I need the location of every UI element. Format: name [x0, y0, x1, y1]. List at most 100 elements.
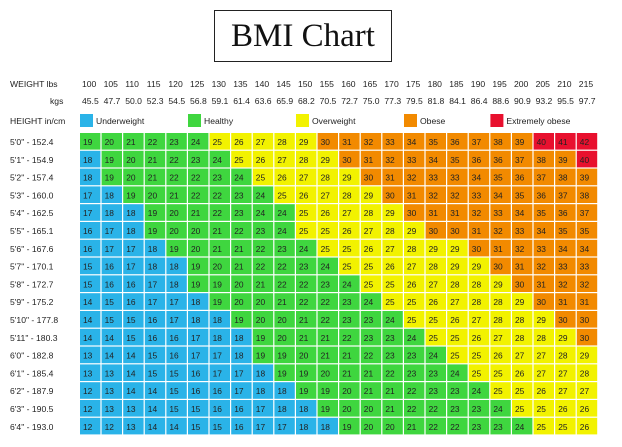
bmi-cell-value: 21	[342, 368, 352, 378]
bmi-cell-value: 21	[148, 155, 158, 165]
bmi-cell	[144, 168, 166, 186]
bmi-cell	[231, 150, 252, 168]
bmi-cell-value: 17	[105, 244, 115, 254]
bmi-cell	[274, 150, 295, 168]
weight-kgs-tick: 54.5	[168, 96, 185, 106]
bmi-cell-value: 21	[234, 244, 244, 254]
bmi-cell-value: 24	[277, 226, 287, 236]
bmi-cell	[339, 150, 360, 168]
bmi-cell-value: 26	[364, 244, 374, 254]
bmi-cell	[274, 293, 295, 310]
bmi-cell	[123, 257, 144, 275]
bmi-cell	[80, 364, 101, 381]
bmi-cell-value: 23	[407, 351, 417, 361]
bmi-cell	[188, 275, 209, 292]
bmi-cell	[404, 168, 425, 186]
bmi-cell-value: 14	[105, 351, 115, 361]
bmi-cell	[80, 382, 101, 399]
bmi-cell	[425, 328, 446, 346]
bmi-cell-value: 23	[277, 244, 287, 254]
bmi-cell-value: 34	[537, 226, 547, 236]
bmi-cell-value: 20	[191, 226, 201, 236]
bmi-cell	[404, 186, 425, 203]
bmi-cell-value: 24	[256, 208, 266, 218]
bmi-cell	[339, 186, 360, 203]
bmi-cell-value: 22	[191, 173, 201, 183]
bmi-cell-value: 18	[234, 351, 244, 361]
weight-lbs-tick: 160	[341, 79, 356, 89]
weight-lbs-tick: 175	[406, 79, 421, 89]
bmi-cell	[555, 400, 576, 417]
bmi-cell	[101, 186, 122, 203]
legend: Underweight Healthy Overweight Obese Extreme…	[80, 114, 571, 127]
bmi-cell-value: 34	[429, 155, 439, 165]
bmi-cells: 19 20 21 22 23 24 25 26 27 28 29 30 31 32 33 34 35 36 37 38…	[80, 133, 598, 435]
bmi-cell-value: 19	[277, 351, 287, 361]
bmi-cell	[144, 382, 166, 399]
weight-kgs-tick: 86.4	[471, 96, 488, 106]
bmi-cell-value: 26	[537, 386, 547, 396]
bmi-cell-value: 18	[213, 333, 223, 343]
weight-kgs-tick: 81.8	[428, 96, 445, 106]
bmi-cell-value: 30	[364, 173, 374, 183]
bmi-cell	[382, 204, 403, 221]
weight-lbs-tick: 115	[147, 79, 161, 89]
weight-lbs-tick: 140	[255, 79, 270, 89]
bmi-cell	[317, 133, 338, 150]
bmi-cell-value: 39	[515, 137, 525, 147]
bmi-cell-value: 26	[234, 137, 244, 147]
bmi-cell	[382, 328, 403, 346]
bmi-cell-value: 19	[105, 173, 115, 183]
bmi-cell	[252, 150, 274, 168]
weight-lbs-tick: 110	[125, 79, 139, 89]
bmi-cell	[425, 239, 446, 257]
bmi-cell	[188, 382, 209, 399]
bmi-cell	[555, 222, 576, 239]
bmi-cell	[188, 150, 209, 168]
bmi-cell-value: 14	[126, 368, 136, 378]
bmi-cell	[188, 133, 209, 150]
height-tick: 5'8" - 172.7	[10, 279, 54, 289]
bmi-cell-value: 25	[515, 386, 525, 396]
bmi-cell-value: 27	[256, 137, 266, 147]
bmi-cell	[296, 222, 317, 239]
bmi-cell	[166, 222, 187, 239]
bmi-cell	[339, 328, 360, 346]
bmi-cell-value: 29	[493, 279, 503, 289]
bmi-cell	[533, 186, 554, 203]
bmi-cell-value: 24	[234, 173, 244, 183]
bmi-cell	[339, 346, 360, 364]
height-tick: 6'3" - 190.5	[10, 404, 54, 414]
bmi-cell	[382, 400, 403, 417]
bmi-cell-value: 27	[558, 368, 568, 378]
bmi-cell	[404, 293, 425, 310]
bmi-cell-value: 25	[385, 297, 395, 307]
bmi-cell	[360, 400, 382, 417]
bmi-cell	[468, 364, 490, 381]
bmi-cell-value: 28	[493, 297, 503, 307]
bmi-cell-value: 27	[472, 315, 482, 325]
bmi-cell-value: 16	[191, 368, 201, 378]
weight-kgs-tick: 61.4	[233, 96, 250, 106]
bmi-cell	[512, 204, 533, 221]
bmi-cell	[468, 346, 490, 364]
bmi-cell-value: 20	[126, 173, 136, 183]
bmi-cell-value: 16	[169, 351, 179, 361]
bmi-cell	[296, 257, 317, 275]
bmi-cell	[252, 168, 274, 186]
bmi-cell	[80, 275, 101, 292]
bmi-cell-value: 20	[234, 279, 244, 289]
bmi-cell	[123, 293, 144, 310]
bmi-cell-value: 15	[83, 262, 93, 272]
bmi-cell-value: 25	[493, 386, 503, 396]
bmi-cell-value: 21	[126, 137, 136, 147]
height-tick: 5'2" - 157.4	[10, 173, 54, 183]
bmi-cell	[555, 186, 576, 203]
bmi-cell-value: 29	[342, 173, 352, 183]
bmi-cell	[576, 275, 598, 292]
bmi-cell	[231, 133, 252, 150]
bmi-cell	[296, 328, 317, 346]
bmi-cell	[468, 311, 490, 328]
bmi-cell	[188, 239, 209, 257]
bmi-cell-value: 23	[321, 279, 331, 289]
